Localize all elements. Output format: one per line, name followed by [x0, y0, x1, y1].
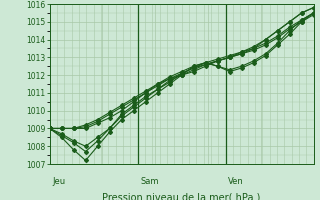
Text: Pression niveau de la mer( hPa ): Pression niveau de la mer( hPa ) [102, 193, 261, 200]
Text: Jeu: Jeu [52, 177, 65, 186]
Text: Ven: Ven [228, 177, 244, 186]
Text: Sam: Sam [140, 177, 159, 186]
